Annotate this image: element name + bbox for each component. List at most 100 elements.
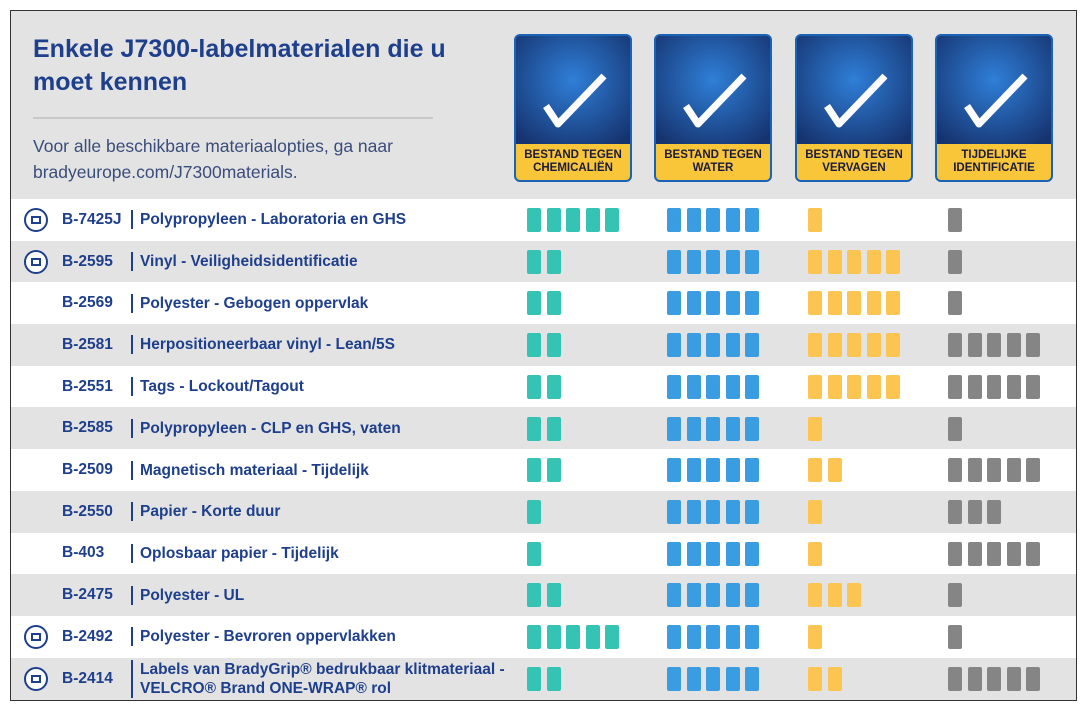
description-cell: Magnetisch materiaal - Tijdelijk [131,449,511,491]
rating [948,249,1048,274]
rating-block [827,666,842,691]
rating-block [527,208,541,232]
rating-block [886,249,900,274]
rating-block [827,291,842,316]
rating-block [686,333,701,358]
rating [667,208,767,232]
description: Polypropyleen - Laboratoria en GHS [131,210,406,230]
rating-block [987,333,1001,358]
rating-block [706,249,720,274]
description-cell: Polypropyleen - Laboratoria en GHS [131,199,511,241]
rating-block [725,499,740,524]
rating-block [808,374,822,399]
rating-block [948,374,962,399]
rating-block [808,291,822,316]
rating-block [605,625,619,649]
rating [527,499,627,524]
rating-block [725,583,740,608]
rating-block [1026,374,1040,399]
rating-block [706,625,720,649]
rating-block [745,291,759,316]
rating-block [725,625,740,649]
rating-block [967,374,982,399]
rating-block [725,541,740,566]
rating-block [847,374,861,399]
rating-block [725,208,740,232]
rating [527,291,627,316]
column-label: BESTAND TEGEN WATER [656,144,770,180]
rating-block [987,666,1001,691]
rating-block [605,208,619,232]
rating-block [808,416,822,441]
rating [667,541,767,566]
rating-block [546,291,561,316]
rating [667,374,767,399]
rating-block [706,374,720,399]
rating [808,583,908,608]
rating-block [886,333,900,358]
rating [527,249,627,274]
rating [527,208,627,232]
rating [808,208,908,232]
description: Vinyl - Veiligheidsidentificatie [131,252,358,272]
rating-block [546,625,561,649]
description-cell: Polyester - UL [131,574,511,616]
rating-block [527,416,541,441]
rating-block [706,458,720,483]
column-label: BESTAND TEGEN CHEMICALIËN [516,144,630,180]
rating-block [686,291,701,316]
rating-block [745,208,759,232]
rating-block [667,374,681,399]
rating [948,541,1048,566]
rating-block [745,625,759,649]
rating [808,374,908,399]
rating-block [706,583,720,608]
rating-block [948,291,962,316]
rating-block [886,374,900,399]
rating [948,374,1048,399]
rating-block [546,374,561,399]
rating-block [745,541,759,566]
rating-block [847,583,861,608]
rating [527,625,627,649]
rating [527,541,627,566]
rating [667,583,767,608]
rating [667,499,767,524]
rating-block [546,458,561,483]
row: B-2595 Vinyl - Veiligheidsidentificatie [11,240,1076,283]
row: B-7425J Polypropyleen - Laboratoria en GH… [11,199,1076,241]
rating [808,458,908,483]
rating-block [827,249,842,274]
rating-block [585,208,600,232]
column-label: TIJDELIJKE IDENTIFICATIE [937,144,1051,180]
rating-block [967,458,982,483]
rating-block [686,249,701,274]
rating [527,583,627,608]
rating [948,333,1048,358]
rating [808,416,908,441]
rating-block [948,333,962,358]
rating-block [546,666,561,691]
rating-block [948,208,962,232]
rating-block [745,416,759,441]
rating-block [667,583,681,608]
rating-block [1006,458,1021,483]
rating-block [686,458,701,483]
column-icon [516,36,630,146]
description-cell: Herpositioneerbaar vinyl - Lean/5S [131,324,511,366]
title: Enkele J7300-labelmaterialen die u moet … [33,35,446,96]
description-cell: Polyester - Gebogen oppervlak [131,282,511,324]
code: B-2509 [62,461,113,479]
rating-block [948,499,962,524]
rating-block [808,499,822,524]
rating-block [585,625,600,649]
rating-block [686,666,701,691]
rating [667,333,767,358]
rating-block [546,583,561,608]
rating-block [725,291,740,316]
rating [948,625,1048,649]
rating-block [686,583,701,608]
rating [808,291,908,316]
code: B-2550 [62,502,113,520]
rating-block [745,583,759,608]
